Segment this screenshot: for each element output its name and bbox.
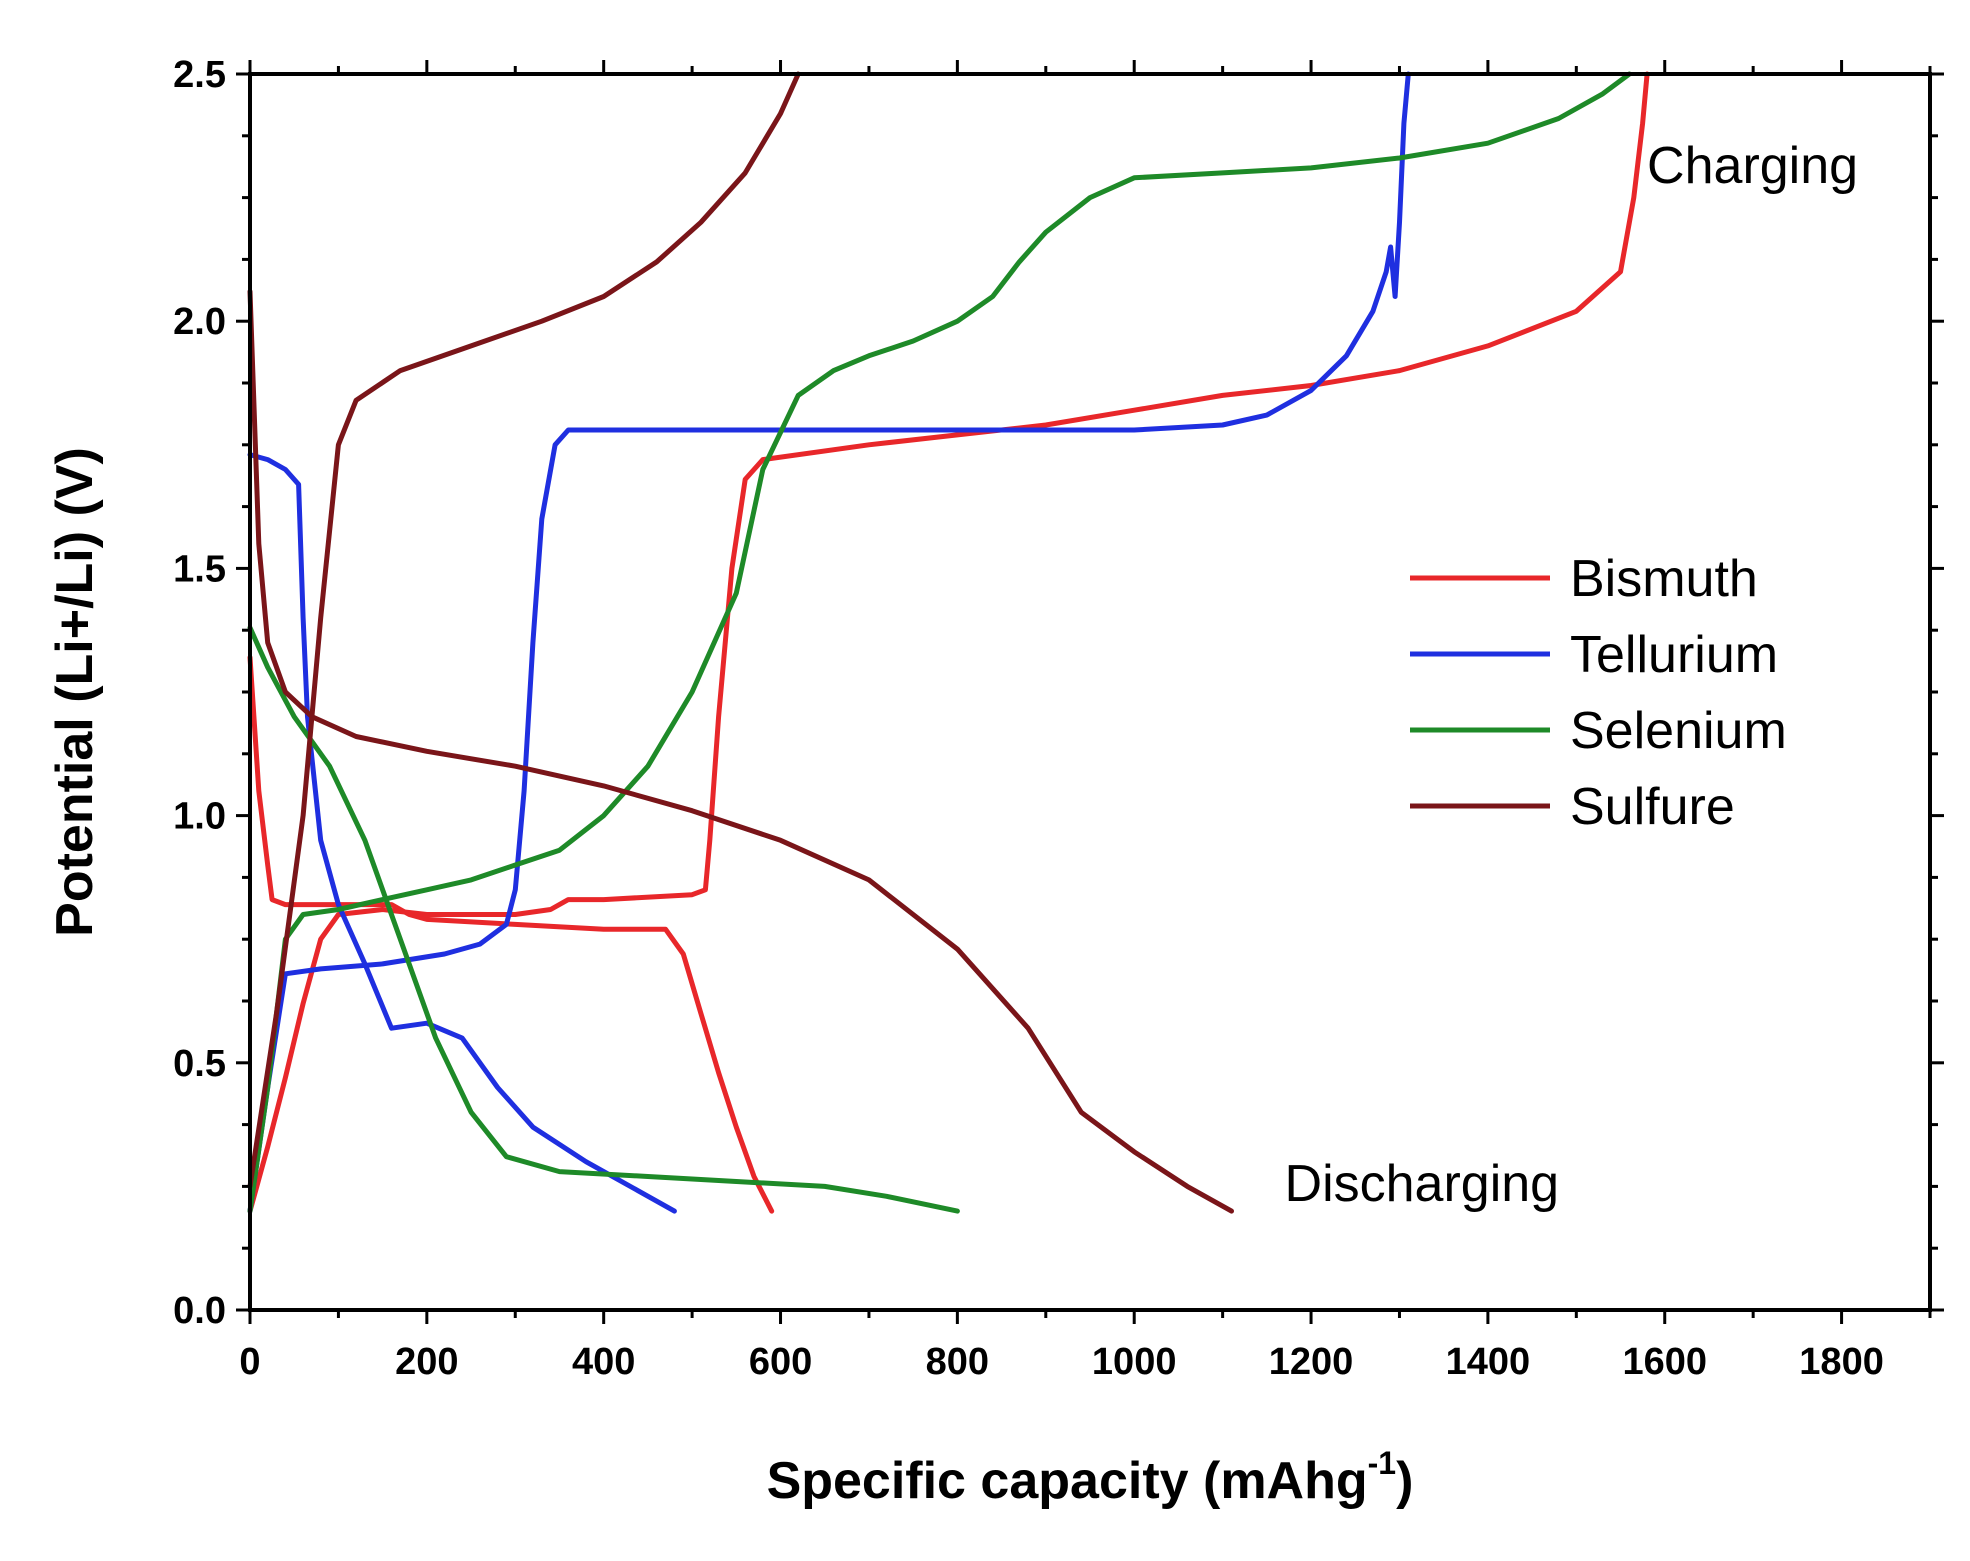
annotation-discharging: Discharging xyxy=(1285,1155,1560,1213)
series-layer xyxy=(247,71,1650,1214)
y-tick-label: 1.5 xyxy=(173,548,226,590)
x-tick-label: 1000 xyxy=(1092,1341,1177,1383)
x-tick-label: 1400 xyxy=(1446,1341,1531,1383)
legend: Bismuth Tellurium Selenium Sulfure xyxy=(1410,550,1787,836)
x-tick-labels: 0 200 400 600 800 1000 1200 1400 1600 1800 xyxy=(239,1341,1883,1383)
x-tick-label: 1200 xyxy=(1269,1341,1354,1383)
legend-label-tellurium: Tellurium xyxy=(1570,626,1778,684)
legend-label-selenium: Selenium xyxy=(1570,702,1787,760)
x-tick-label: 0 xyxy=(239,1341,260,1383)
series-line-selenium-charge xyxy=(247,71,1632,1214)
x-tick-label: 1600 xyxy=(1622,1341,1707,1383)
legend-label-bismuth: Bismuth xyxy=(1570,550,1758,608)
y-axis-title: Potential (Li+/Li) (V) xyxy=(46,447,104,937)
y-tick-labels: 0.0 0.5 1.0 1.5 2.0 2.5 xyxy=(173,54,226,1332)
series-line-sulfure-charge xyxy=(247,71,801,1189)
legend-label-sulfure: Sulfure xyxy=(1570,778,1735,836)
annotation-charging: Charging xyxy=(1647,137,1858,195)
series-line-tellurium-charge xyxy=(247,71,1411,1214)
series-line-selenium-discharge xyxy=(247,625,960,1214)
y-tick-label: 1.0 xyxy=(173,796,226,838)
x-tick-label: 400 xyxy=(572,1341,635,1383)
x-tick-label: 200 xyxy=(395,1341,458,1383)
series-line-bismuth-charge xyxy=(247,71,1650,1214)
y-tick-label: 2.5 xyxy=(173,54,226,96)
x-tick-label: 800 xyxy=(926,1341,989,1383)
y-tick-label: 0.5 xyxy=(173,1043,226,1085)
x-tick-label: 1800 xyxy=(1799,1341,1884,1383)
series-line-sulfure-discharge xyxy=(247,289,1234,1214)
y-tick-label: 2.0 xyxy=(173,301,226,343)
x-axis-title: Specific capacity (mAhg-1) xyxy=(767,1445,1414,1510)
annotations: Charging Discharging xyxy=(1285,137,1859,1213)
plot-frame xyxy=(248,72,1932,1312)
x-tick-label: 600 xyxy=(749,1341,812,1383)
ticks-layer xyxy=(236,60,1944,1324)
y-tick-label: 0.0 xyxy=(173,1290,226,1332)
series-line-bismuth-discharge xyxy=(247,654,775,1214)
